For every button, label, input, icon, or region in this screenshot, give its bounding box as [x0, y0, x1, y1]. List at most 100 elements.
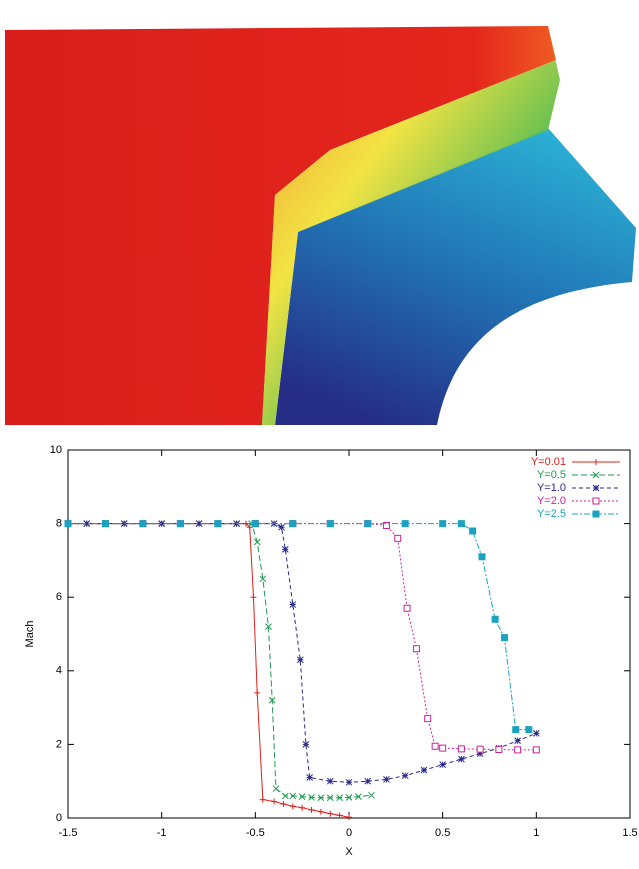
data-point — [364, 520, 372, 528]
data-point — [195, 520, 203, 527]
data-point — [345, 794, 353, 801]
data-point — [289, 520, 297, 528]
series-line — [68, 523, 537, 751]
data-point — [298, 793, 306, 801]
surface-shock — [262, 26, 560, 425]
data-point — [281, 546, 289, 553]
data-point — [250, 594, 257, 601]
y-tick-label: 8 — [56, 518, 62, 530]
data-point — [254, 689, 261, 696]
data-point — [336, 794, 343, 802]
y-tick-label: 10 — [50, 444, 62, 456]
data-point — [394, 534, 402, 542]
data-point — [346, 814, 352, 821]
legend-label: Y=2.5 — [537, 508, 566, 520]
data-point — [317, 794, 325, 802]
data-point — [253, 538, 261, 546]
data-point — [439, 520, 447, 528]
data-point — [431, 742, 439, 750]
data-point — [296, 656, 304, 664]
data-point — [64, 520, 72, 528]
series-line — [68, 523, 372, 799]
x-tick-label: 0 — [346, 827, 352, 839]
data-point — [308, 794, 315, 801]
data-point — [500, 634, 508, 642]
y-tick-label: 4 — [56, 665, 62, 677]
data-point — [383, 776, 390, 783]
x-tick-label: 1.5 — [622, 827, 637, 839]
data-point — [280, 801, 287, 808]
legend-marker — [592, 471, 600, 479]
data-point — [317, 808, 324, 815]
data-point — [278, 523, 285, 531]
data-point — [272, 785, 280, 792]
data-point — [214, 520, 222, 528]
data-point — [308, 806, 315, 813]
data-point — [265, 623, 272, 630]
series-line — [68, 523, 537, 783]
data-point — [478, 553, 486, 561]
surface-render — [5, 26, 636, 425]
x-tick-label: -1.5 — [59, 827, 78, 839]
data-point — [101, 520, 109, 528]
data-point — [83, 520, 91, 527]
data-point — [532, 730, 540, 737]
legend-label: Y=0.5 — [537, 469, 566, 481]
data-point — [355, 793, 362, 801]
surface-red — [5, 26, 556, 425]
series-line — [68, 523, 529, 731]
data-point — [420, 766, 428, 774]
data-point — [514, 737, 521, 745]
data-point — [251, 520, 259, 528]
data-point — [403, 604, 411, 612]
x-tick-label: -1 — [157, 827, 167, 839]
series-line — [68, 523, 350, 818]
legend-label: Y=2.0 — [537, 495, 566, 507]
data-point — [139, 520, 147, 528]
legend-marker — [592, 484, 600, 492]
data-point — [281, 792, 289, 800]
data-point — [439, 761, 447, 768]
data-point — [457, 745, 465, 753]
data-point — [336, 812, 343, 819]
data-point — [259, 575, 267, 583]
data-point — [259, 796, 266, 803]
data-point — [401, 772, 409, 780]
data-point — [326, 520, 334, 528]
data-point — [176, 520, 184, 528]
data-point — [476, 750, 484, 757]
data-point — [289, 601, 297, 608]
data-point — [327, 810, 334, 817]
x-tick-label: -0.5 — [246, 827, 265, 839]
data-point — [401, 520, 409, 528]
legend-label: Y=1.0 — [537, 482, 566, 494]
data-point — [368, 791, 375, 799]
data-point — [458, 755, 465, 763]
data-point — [532, 746, 540, 754]
data-point — [514, 746, 522, 754]
data-point — [299, 804, 306, 811]
data-point — [491, 615, 499, 623]
data-point — [268, 696, 276, 704]
data-point — [476, 745, 484, 753]
y-axis-title: Mach — [24, 621, 36, 648]
data-point — [326, 794, 334, 802]
data-point — [495, 746, 503, 754]
data-point — [289, 803, 296, 810]
data-point — [457, 520, 465, 528]
surface-blue — [275, 128, 636, 425]
data-point — [302, 741, 310, 748]
data-point — [412, 645, 420, 653]
legend-marker — [593, 459, 599, 465]
data-point — [289, 792, 297, 800]
y-tick-label: 2 — [56, 738, 62, 750]
data-point — [306, 774, 314, 781]
x-tick-label: 0.5 — [435, 827, 450, 839]
legend-marker — [592, 510, 600, 518]
data-point — [469, 527, 477, 535]
legend-label: Y=0.01 — [531, 456, 566, 468]
data-point — [439, 744, 447, 752]
y-tick-label: 0 — [56, 812, 62, 824]
